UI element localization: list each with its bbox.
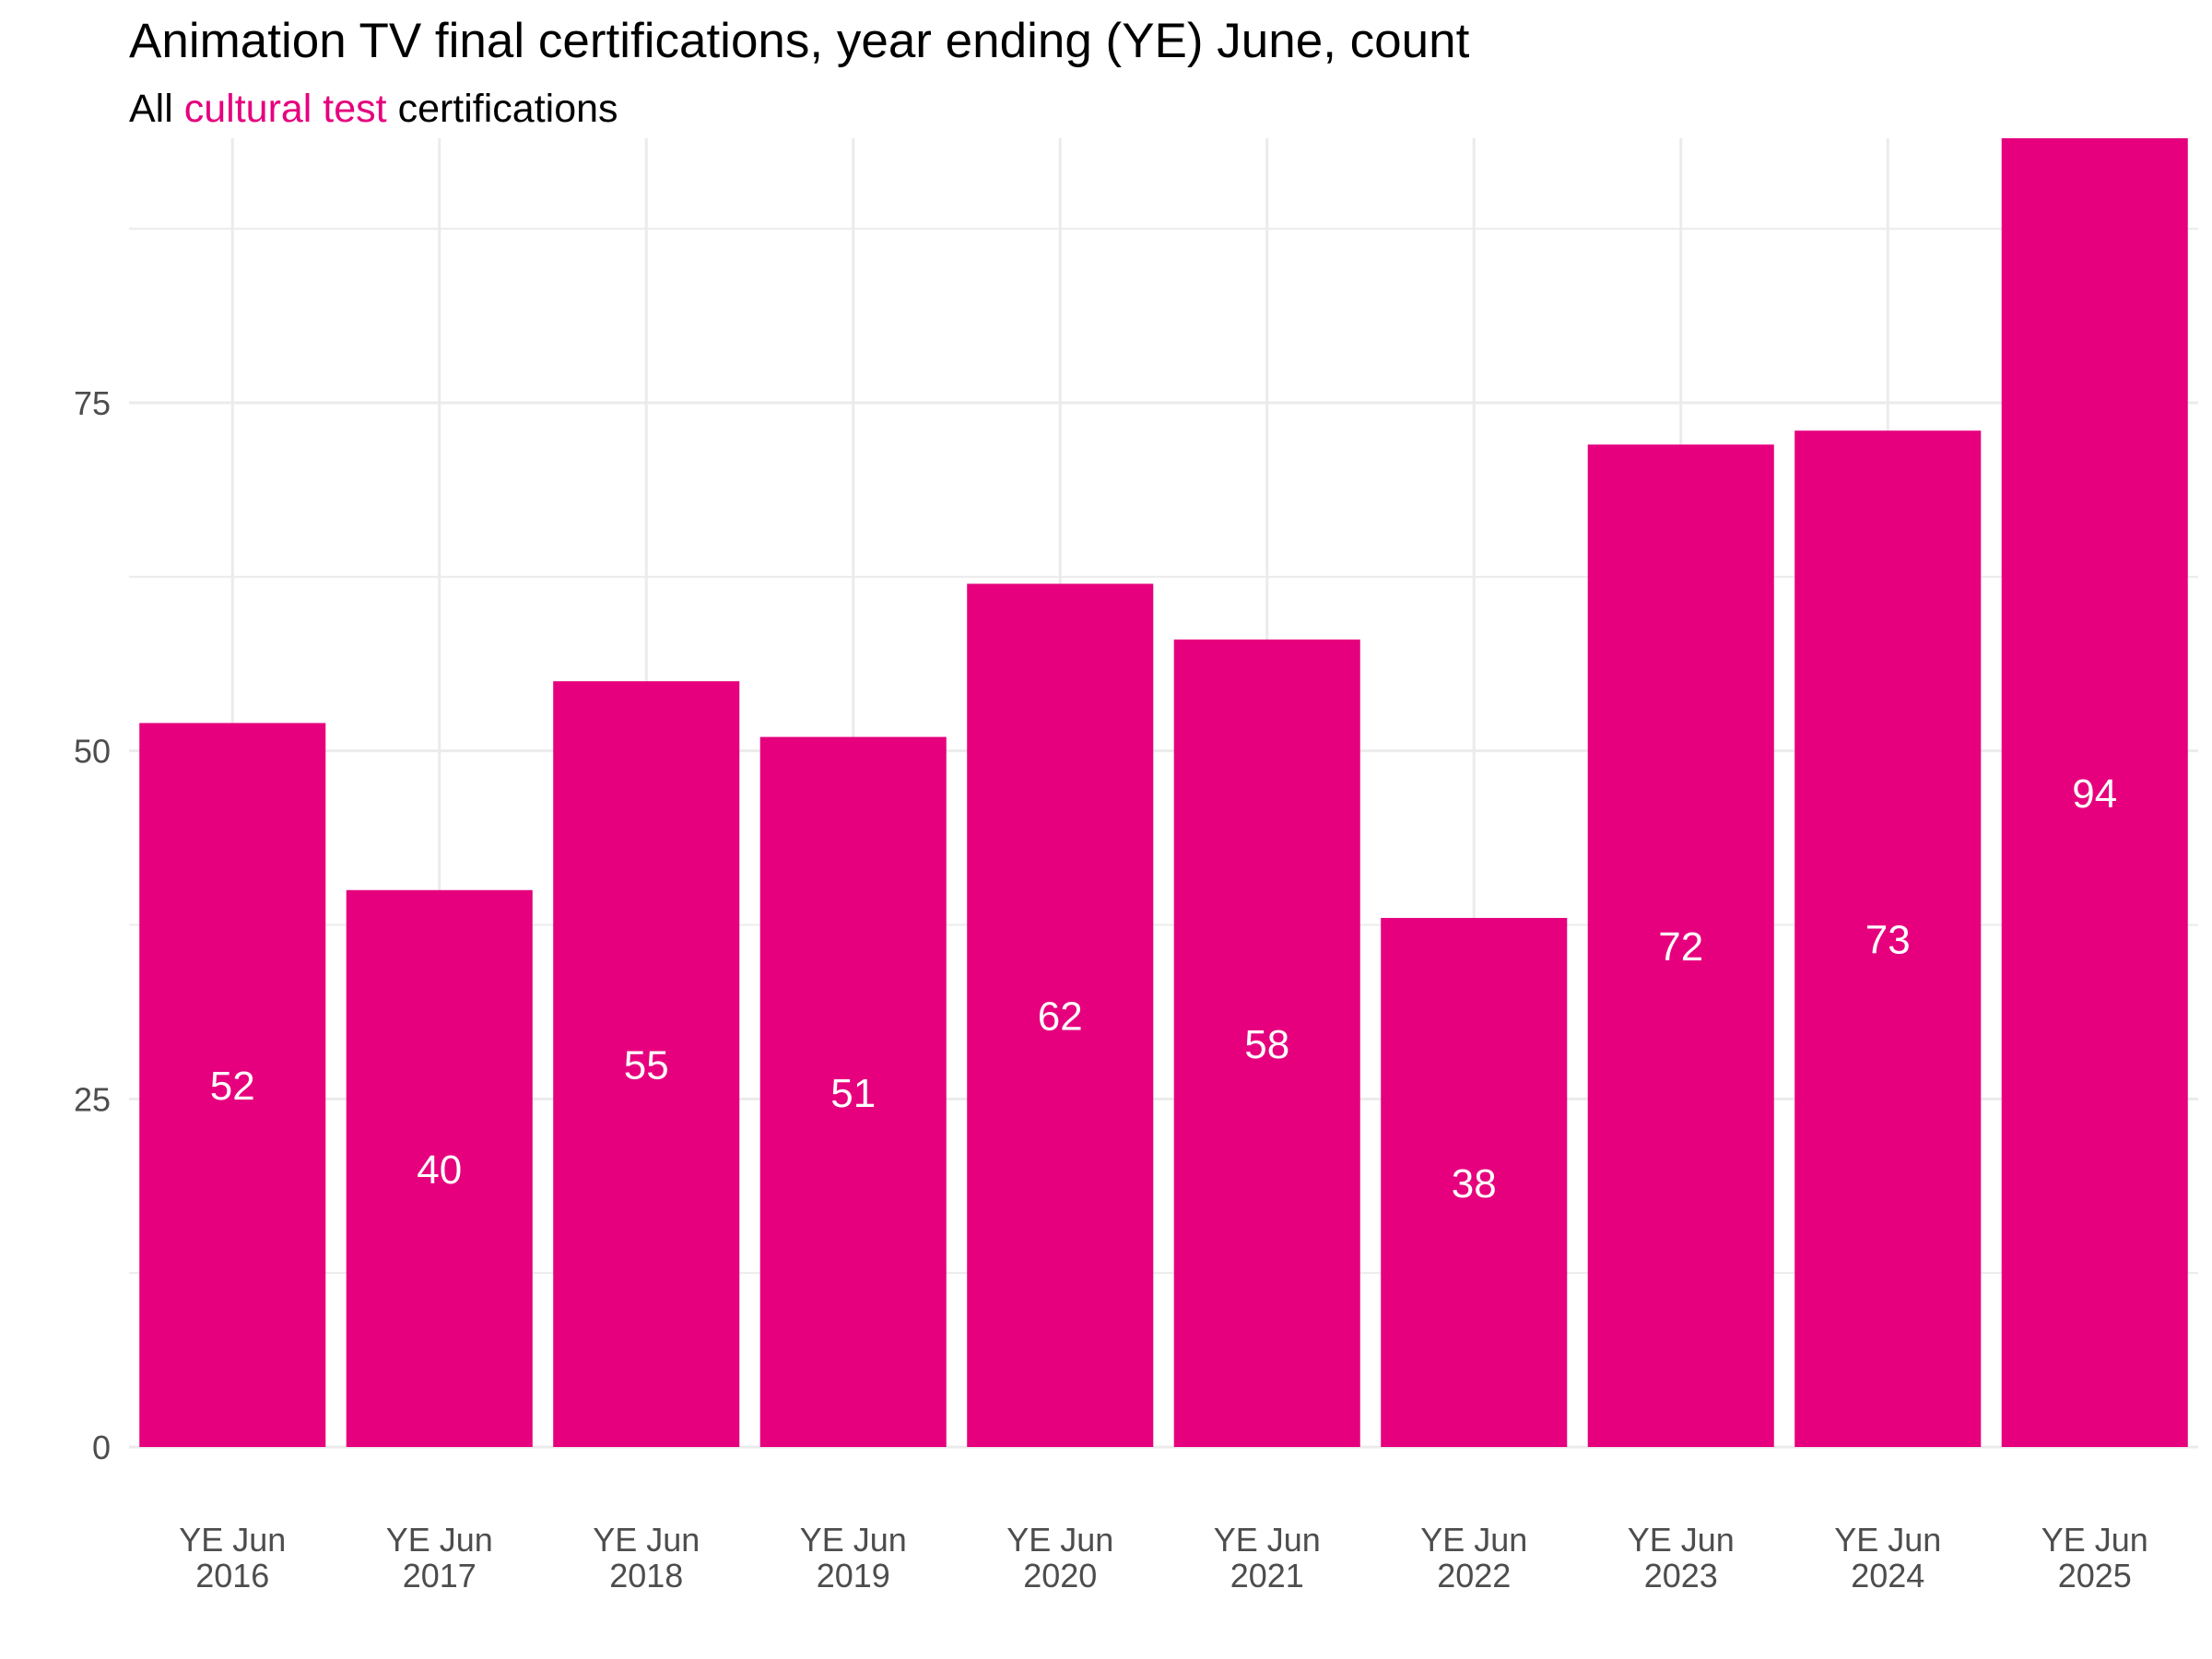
x-tick-label-line-5-0: YE Jun [1214,1521,1321,1559]
x-tick-label-line-2-1: 2018 [609,1557,683,1594]
bar-6 [1381,917,1568,1447]
x-tick-label-line-9-1: 2025 [2058,1557,2132,1594]
x-tick-label-4: YE Jun 2020 [1006,1521,1113,1594]
x-tick-label-line-9-0: YE Jun [2041,1521,2148,1559]
x-tick-label-line-6-1: 2022 [1437,1557,1511,1594]
bar-1 [346,889,533,1447]
x-tick-label-8: YE Jun 2024 [1834,1521,1941,1594]
x-tick-label-0: YE Jun 2016 [179,1521,286,1594]
bar-value-label-4: 62 [1038,994,1083,1040]
x-tick-label-5: YE Jun 2021 [1214,1521,1321,1594]
x-tick-label-1: YE Jun 2017 [386,1521,493,1594]
bar-value-label-2: 55 [624,1043,669,1088]
bar-value-label-7: 72 [1658,924,1703,970]
x-tick-label-line-5-1: 2021 [1230,1557,1304,1594]
x-tick-label-line-8-0: YE Jun [1834,1521,1941,1559]
y-tick-label-2: 50 [74,733,111,771]
chart-subtitle-highlight: cultural test [184,87,387,131]
x-tick-label-line-7-0: YE Jun [1628,1521,1735,1559]
bar-value-label-1: 40 [417,1147,462,1193]
x-tick-label-line-3-0: YE Jun [800,1521,907,1559]
bar-value-label-9: 94 [2072,771,2117,817]
x-tick-label-7: YE Jun 2023 [1628,1521,1735,1594]
bar-value-labels: 52 40 55 51 62 58 38 72 73 94 [210,771,2117,1206]
x-tick-label-line-6-0: YE Jun [1420,1521,1527,1559]
bar-value-label-5: 58 [1244,1022,1289,1067]
bar-value-label-0: 52 [210,1064,255,1109]
x-tick-label-line-3-1: 2019 [817,1557,890,1594]
x-tick-label-line-0-1: 2016 [195,1557,269,1594]
x-tick-label-line-8-1: 2024 [1851,1557,1924,1594]
bar-5 [1173,639,1360,1447]
x-tick-label-2: YE Jun 2018 [593,1521,700,1594]
chart-subtitle: All cultural test certifications [129,87,618,131]
bar-8 [1794,430,1982,1448]
y-tick-label-0: 0 [92,1429,111,1466]
bar-value-label-3: 51 [830,1071,876,1116]
x-tick-label-3: YE Jun 2019 [800,1521,907,1594]
y-axis: 0 25 50 75 [74,384,111,1466]
bar-9 [2001,138,2188,1447]
x-tick-label-line-2-0: YE Jun [593,1521,700,1559]
x-tick-label-line-4-1: 2020 [1023,1557,1097,1594]
x-tick-label-line-4-0: YE Jun [1006,1521,1113,1559]
x-tick-label-6: YE Jun 2022 [1420,1521,1527,1594]
bar-value-label-8: 73 [1865,918,1911,963]
chart-title: Animation TV final certifications, year … [129,14,1470,68]
bar-0 [139,723,326,1447]
x-tick-label-line-1-1: 2017 [403,1557,477,1594]
bar-2 [553,681,740,1447]
x-tick-label-line-7-1: 2023 [1644,1557,1718,1594]
bar-4 [967,583,1154,1447]
y-tick-label-3: 75 [74,384,111,422]
bar-value-label-6: 38 [1452,1161,1497,1206]
x-tick-label-line-0-0: YE Jun [179,1521,286,1559]
x-tick-label-9: YE Jun 2025 [2041,1521,2148,1594]
chart-subtitle-suffix: certifications [398,87,618,131]
y-tick-label-1: 25 [74,1080,111,1118]
bar-3 [759,736,947,1447]
bars [139,138,2188,1448]
x-tick-label-line-1-0: YE Jun [386,1521,493,1559]
chart-subtitle-prefix: All [129,87,184,131]
bar-7 [1587,444,1774,1447]
